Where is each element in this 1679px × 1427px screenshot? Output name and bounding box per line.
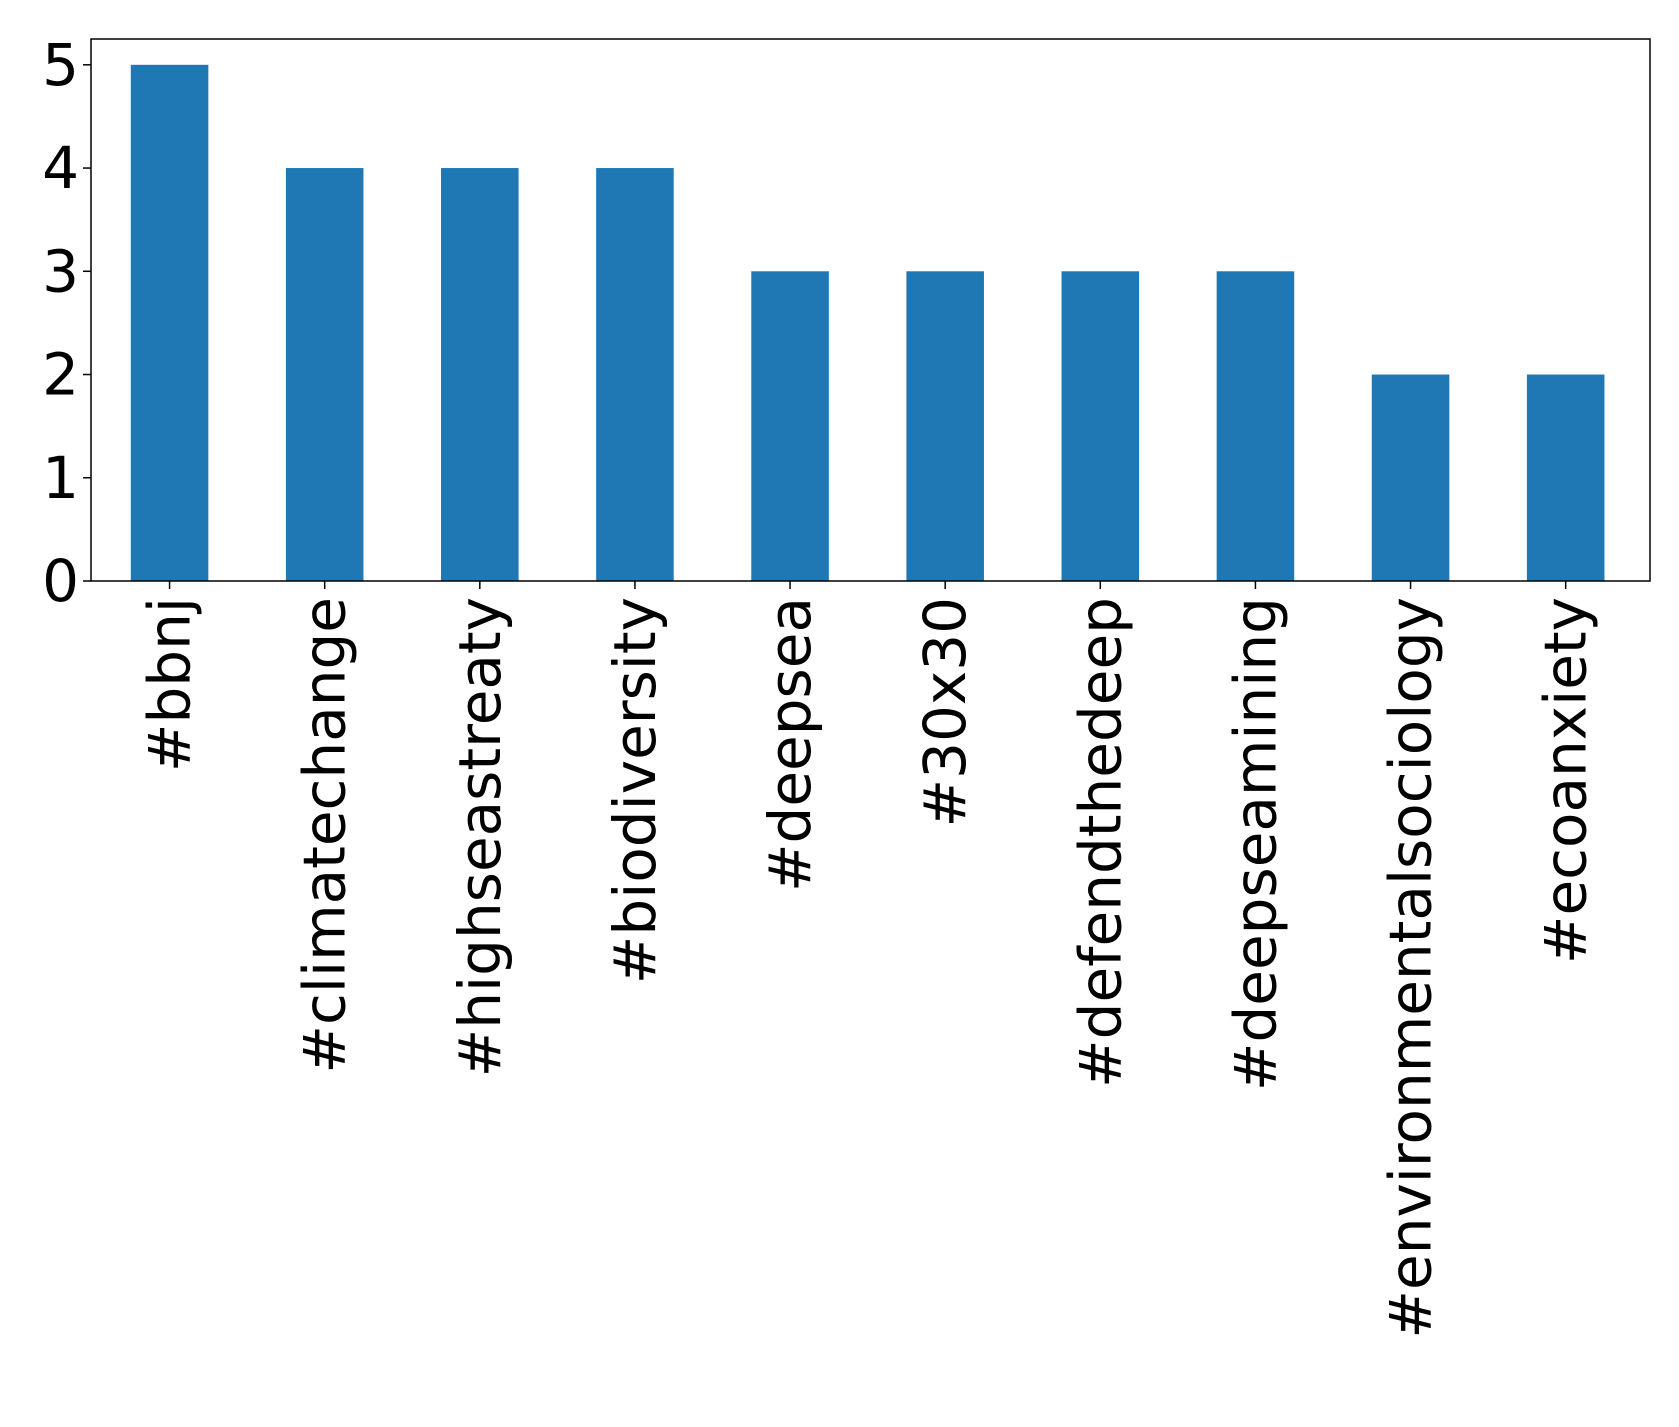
bar-30x30 <box>906 271 984 581</box>
y-tick-label: 2 <box>42 341 79 409</box>
bar-ecoanxiety <box>1526 374 1605 581</box>
y-tick-label: 0 <box>42 547 79 615</box>
x-tick-label: #ecoanxiety <box>1532 597 1600 964</box>
x-tick-label: #30x30 <box>911 597 979 828</box>
y-axis: 0 1 2 3 4 5 <box>42 31 91 615</box>
x-tick-label: #deepsea <box>756 597 824 892</box>
x-tick-label: #deepseamining <box>1221 597 1289 1091</box>
x-axis: #bbnj #climatechange #highseastreaty #biodi… <box>136 581 1600 1339</box>
x-tick-label: #biodiversity <box>601 597 669 984</box>
bar-defendthedeep <box>1061 271 1140 581</box>
y-tick-label: 5 <box>42 31 79 99</box>
y-tick-label: 4 <box>42 134 79 202</box>
x-tick-label: #bbnj <box>136 597 204 772</box>
bar-environmentalsociology <box>1371 374 1450 581</box>
y-tick-label: 3 <box>42 237 79 305</box>
bar-deepsea <box>751 271 829 581</box>
x-tick-label: #highseastreaty <box>446 597 514 1077</box>
bar-climatechange <box>285 168 364 582</box>
x-tick-label: #environmentalsociology <box>1377 597 1445 1339</box>
plot-area-frame <box>90 38 1651 582</box>
bar-biodiversity <box>596 168 674 582</box>
bars-layer <box>130 64 1605 582</box>
bar-deepseamining <box>1216 271 1295 581</box>
x-tick-label: #defendthedeep <box>1066 597 1134 1088</box>
bar-highseastreaty <box>441 168 519 582</box>
bar-bbnj <box>130 64 209 582</box>
x-tick-label: #climatechange <box>291 597 359 1074</box>
y-tick-label: 1 <box>42 444 79 512</box>
